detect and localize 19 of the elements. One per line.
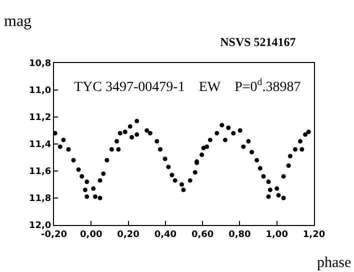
x-tick-label: 0,80 — [228, 230, 251, 240]
y-tick-label: 11,6 — [28, 167, 52, 178]
y-tick-label: 11,8 — [28, 194, 52, 204]
chart-title: NSVS 5214167 — [220, 35, 296, 50]
y-tick-label: 10,8 — [28, 59, 52, 70]
annotation: TYC 3497-00479-1 EW P=0$^{d}$.38987 — [74, 77, 301, 95]
x-tick-label: 0,40 — [154, 230, 177, 240]
x-tick-label: 0,00 — [80, 230, 102, 240]
x-tick-label: -0,20 — [41, 230, 67, 240]
y-axis-title: mag — [4, 13, 32, 30]
x-tick-label: 0,20 — [117, 230, 140, 240]
x-tick-label: 1,20 — [302, 230, 326, 240]
x-tick-label: 0,60 — [191, 230, 214, 240]
y-tick-label: 11,4 — [28, 140, 52, 150]
y-tick-label: 11,0 — [28, 86, 52, 96]
x-axis-title: phase — [317, 255, 352, 271]
y-tick-label: 12,0 — [28, 221, 52, 232]
x-tick-label: 1,00 — [266, 230, 288, 240]
y-tick-label: 11,2 — [28, 113, 52, 124]
